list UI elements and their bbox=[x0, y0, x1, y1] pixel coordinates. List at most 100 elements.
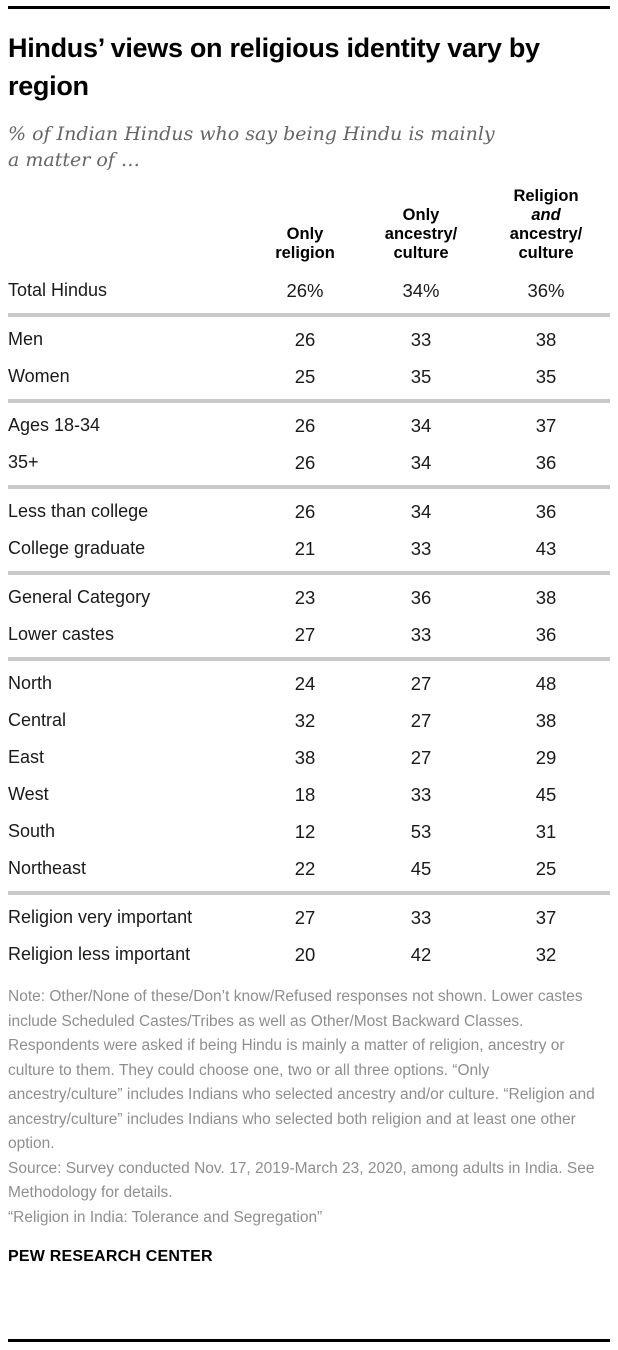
cell-value: 20 bbox=[294, 943, 316, 965]
cell-value: 27 bbox=[410, 672, 432, 694]
cell-value: 37 bbox=[535, 414, 557, 436]
cell-value: 36 bbox=[410, 586, 432, 608]
data-table: Only religion Only ancestry/culture Religion… bbox=[8, 187, 610, 973]
cell-value: 25 bbox=[535, 857, 557, 879]
chart-subtitle: % of Indian Hindus who say being Hindu i… bbox=[8, 123, 495, 171]
row-label: General Category bbox=[8, 587, 151, 607]
cell-value: 48 bbox=[535, 672, 557, 694]
row-label: College graduate bbox=[8, 538, 146, 558]
group-separator bbox=[8, 399, 610, 403]
group-separator bbox=[8, 657, 610, 661]
cell-value: 32 bbox=[535, 943, 557, 965]
column-header-1: Only religion bbox=[275, 225, 335, 262]
footer-brand: PEW RESEARCH CENTER bbox=[8, 1248, 213, 1265]
cell-value: 45 bbox=[410, 857, 432, 879]
table-body: Total Hindus 26% 34% 36% Men 26 33 38 Women 25 35 3… bbox=[8, 272, 610, 973]
cell-value: 26% bbox=[286, 279, 324, 301]
cell-value: 45 bbox=[535, 783, 557, 805]
row-label: West bbox=[8, 784, 49, 804]
table-row: Women 25 35 35 bbox=[8, 358, 610, 395]
cell-value: 33 bbox=[410, 906, 432, 928]
row-label: Men bbox=[8, 329, 44, 349]
row-label: Religion very important bbox=[8, 907, 193, 927]
table-row: Northeast 22 45 25 bbox=[8, 850, 610, 887]
row-label: North bbox=[8, 673, 53, 693]
cell-value: 27 bbox=[294, 623, 316, 645]
column-header-3: Religion and ancestry/culture bbox=[509, 187, 583, 262]
cell-value: 33 bbox=[410, 783, 432, 805]
row-label: Women bbox=[8, 366, 70, 386]
cell-value: 25 bbox=[294, 365, 316, 387]
cell-value: 27 bbox=[410, 746, 432, 768]
cell-value: 23 bbox=[294, 586, 316, 608]
group-separator bbox=[8, 485, 610, 489]
table-row: 35+ 26 34 36 bbox=[8, 444, 610, 481]
cell-value: 26 bbox=[294, 500, 316, 522]
cell-value: 29 bbox=[535, 746, 557, 768]
cell-value: 36 bbox=[535, 451, 557, 473]
group-separator bbox=[8, 313, 610, 317]
notes-block: Note: Other/None of these/Don’t know/Ref… bbox=[8, 985, 608, 1230]
cell-value: 26 bbox=[294, 414, 316, 436]
table-row: Men 26 33 38 bbox=[8, 321, 610, 358]
top-rule bbox=[8, 6, 610, 9]
bottom-rule bbox=[8, 1339, 610, 1342]
cell-value: 38 bbox=[535, 328, 557, 350]
cell-value: 36 bbox=[535, 623, 557, 645]
group-separator bbox=[8, 571, 610, 575]
table-row: Central 32 27 38 bbox=[8, 702, 610, 739]
cell-value: 35 bbox=[535, 365, 557, 387]
row-label: Total Hindus bbox=[8, 280, 108, 300]
cell-value: 34 bbox=[410, 414, 432, 436]
source-text: Source: Survey conducted Nov. 17, 2019-M… bbox=[8, 1159, 595, 1202]
cell-value: 38 bbox=[294, 746, 316, 768]
row-label: Ages 18-34 bbox=[8, 415, 101, 435]
cell-value: 18 bbox=[294, 783, 316, 805]
cell-value: 34% bbox=[402, 279, 440, 301]
cell-value: 34 bbox=[410, 500, 432, 522]
cell-value: 32 bbox=[294, 709, 316, 731]
table-row: Religion less important 20 42 32 bbox=[8, 936, 610, 973]
cell-value: 43 bbox=[535, 537, 557, 559]
cell-value: 38 bbox=[535, 586, 557, 608]
page-title: Hindus’ views on religious identity vary… bbox=[8, 33, 540, 101]
cell-value: 53 bbox=[410, 820, 432, 842]
table-row: Less than college 26 34 36 bbox=[8, 493, 610, 530]
cell-value: 26 bbox=[294, 451, 316, 473]
table-row: East 38 27 29 bbox=[8, 739, 610, 776]
cell-value: 33 bbox=[410, 328, 432, 350]
cell-value: 37 bbox=[535, 906, 557, 928]
cell-value: 38 bbox=[535, 709, 557, 731]
cell-value: 27 bbox=[294, 906, 316, 928]
column-header-2: Only ancestry/culture bbox=[384, 206, 458, 262]
row-label: Lower castes bbox=[8, 624, 115, 644]
table-header-row: Only religion Only ancestry/culture Religion… bbox=[8, 187, 610, 272]
row-label: Northeast bbox=[8, 858, 87, 878]
table-row: North 24 27 48 bbox=[8, 665, 610, 702]
cell-value: 12 bbox=[294, 820, 316, 842]
report-title: “Religion in India: Tolerance and Segreg… bbox=[8, 1208, 323, 1226]
cell-value: 42 bbox=[410, 943, 432, 965]
table-row: Total Hindus 26% 34% 36% bbox=[8, 272, 610, 309]
row-label: Religion less important bbox=[8, 944, 191, 964]
table-row: Lower castes 27 33 36 bbox=[8, 616, 610, 653]
row-label: East bbox=[8, 747, 45, 767]
table-row: Ages 18-34 26 34 37 bbox=[8, 407, 610, 444]
cell-value: 36 bbox=[535, 500, 557, 522]
cell-value: 22 bbox=[294, 857, 316, 879]
group-separator bbox=[8, 891, 610, 895]
cell-value: 27 bbox=[410, 709, 432, 731]
table-row: General Category 23 36 38 bbox=[8, 579, 610, 616]
cell-value: 33 bbox=[410, 623, 432, 645]
row-label: Less than college bbox=[8, 501, 149, 521]
cell-value: 31 bbox=[535, 820, 557, 842]
table-row: Religion very important 27 33 37 bbox=[8, 899, 610, 936]
cell-value: 35 bbox=[410, 365, 432, 387]
cell-value: 26 bbox=[294, 328, 316, 350]
table-row: West 18 33 45 bbox=[8, 776, 610, 813]
table-row: South 12 53 31 bbox=[8, 813, 610, 850]
cell-value: 24 bbox=[294, 672, 316, 694]
row-label: South bbox=[8, 821, 56, 841]
row-label: 35+ bbox=[8, 452, 39, 472]
